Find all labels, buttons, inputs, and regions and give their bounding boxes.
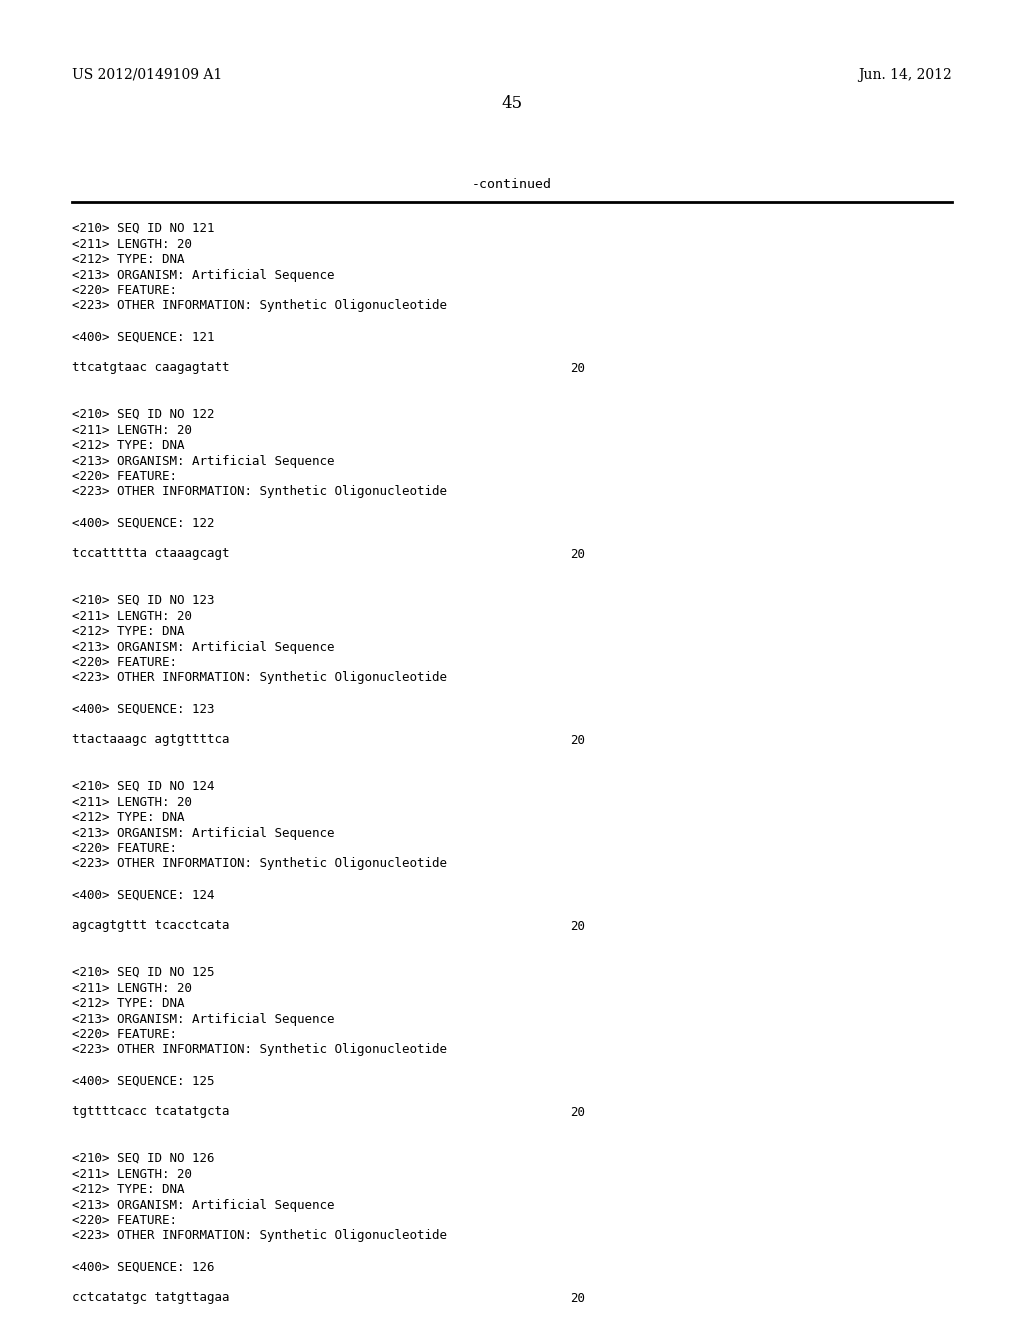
Text: Jun. 14, 2012: Jun. 14, 2012 [858, 69, 952, 82]
Text: 45: 45 [502, 95, 522, 112]
Text: ttcatgtaac caagagtatt: ttcatgtaac caagagtatt [72, 362, 229, 375]
Text: <220> FEATURE:: <220> FEATURE: [72, 842, 177, 855]
Text: 20: 20 [570, 734, 585, 747]
Text: <223> OTHER INFORMATION: Synthetic Oligonucleotide: <223> OTHER INFORMATION: Synthetic Oligo… [72, 300, 447, 313]
Text: <223> OTHER INFORMATION: Synthetic Oligonucleotide: <223> OTHER INFORMATION: Synthetic Oligo… [72, 672, 447, 685]
Text: <212> TYPE: DNA: <212> TYPE: DNA [72, 1183, 184, 1196]
Text: 20: 20 [570, 920, 585, 932]
Text: <210> SEQ ID NO 125: <210> SEQ ID NO 125 [72, 966, 214, 979]
Text: cctcatatgc tatgttagaa: cctcatatgc tatgttagaa [72, 1291, 229, 1304]
Text: <213> ORGANISM: Artificial Sequence: <213> ORGANISM: Artificial Sequence [72, 826, 335, 840]
Text: tccattttta ctaaagcagt: tccattttta ctaaagcagt [72, 548, 229, 561]
Text: <220> FEATURE:: <220> FEATURE: [72, 1028, 177, 1041]
Text: <213> ORGANISM: Artificial Sequence: <213> ORGANISM: Artificial Sequence [72, 268, 335, 281]
Text: <211> LENGTH: 20: <211> LENGTH: 20 [72, 982, 193, 994]
Text: <211> LENGTH: 20: <211> LENGTH: 20 [72, 610, 193, 623]
Text: <210> SEQ ID NO 121: <210> SEQ ID NO 121 [72, 222, 214, 235]
Text: <211> LENGTH: 20: <211> LENGTH: 20 [72, 238, 193, 251]
Text: <211> LENGTH: 20: <211> LENGTH: 20 [72, 1167, 193, 1180]
Text: <210> SEQ ID NO 123: <210> SEQ ID NO 123 [72, 594, 214, 607]
Text: US 2012/0149109 A1: US 2012/0149109 A1 [72, 69, 222, 82]
Text: <223> OTHER INFORMATION: Synthetic Oligonucleotide: <223> OTHER INFORMATION: Synthetic Oligo… [72, 858, 447, 870]
Text: <400> SEQUENCE: 123: <400> SEQUENCE: 123 [72, 702, 214, 715]
Text: 20: 20 [570, 1291, 585, 1304]
Text: <211> LENGTH: 20: <211> LENGTH: 20 [72, 424, 193, 437]
Text: <213> ORGANISM: Artificial Sequence: <213> ORGANISM: Artificial Sequence [72, 1012, 335, 1026]
Text: <223> OTHER INFORMATION: Synthetic Oligonucleotide: <223> OTHER INFORMATION: Synthetic Oligo… [72, 486, 447, 499]
Text: <400> SEQUENCE: 126: <400> SEQUENCE: 126 [72, 1261, 214, 1274]
Text: <400> SEQUENCE: 122: <400> SEQUENCE: 122 [72, 516, 214, 529]
Text: ttactaaagc agtgttttca: ttactaaagc agtgttttca [72, 734, 229, 747]
Text: <210> SEQ ID NO 122: <210> SEQ ID NO 122 [72, 408, 214, 421]
Text: <211> LENGTH: 20: <211> LENGTH: 20 [72, 796, 193, 808]
Text: <220> FEATURE:: <220> FEATURE: [72, 470, 177, 483]
Text: agcagtgttt tcacctcata: agcagtgttt tcacctcata [72, 920, 229, 932]
Text: 20: 20 [570, 1106, 585, 1118]
Text: <212> TYPE: DNA: <212> TYPE: DNA [72, 624, 184, 638]
Text: <400> SEQUENCE: 125: <400> SEQUENCE: 125 [72, 1074, 214, 1088]
Text: <210> SEQ ID NO 126: <210> SEQ ID NO 126 [72, 1152, 214, 1166]
Text: <220> FEATURE:: <220> FEATURE: [72, 1214, 177, 1228]
Text: <212> TYPE: DNA: <212> TYPE: DNA [72, 810, 184, 824]
Text: tgttttcacc tcatatgcta: tgttttcacc tcatatgcta [72, 1106, 229, 1118]
Text: 20: 20 [570, 548, 585, 561]
Text: <212> TYPE: DNA: <212> TYPE: DNA [72, 997, 184, 1010]
Text: -continued: -continued [472, 178, 552, 191]
Text: <220> FEATURE:: <220> FEATURE: [72, 656, 177, 669]
Text: <210> SEQ ID NO 124: <210> SEQ ID NO 124 [72, 780, 214, 793]
Text: <223> OTHER INFORMATION: Synthetic Oligonucleotide: <223> OTHER INFORMATION: Synthetic Oligo… [72, 1229, 447, 1242]
Text: <213> ORGANISM: Artificial Sequence: <213> ORGANISM: Artificial Sequence [72, 1199, 335, 1212]
Text: <223> OTHER INFORMATION: Synthetic Oligonucleotide: <223> OTHER INFORMATION: Synthetic Oligo… [72, 1044, 447, 1056]
Text: <220> FEATURE:: <220> FEATURE: [72, 284, 177, 297]
Text: <400> SEQUENCE: 124: <400> SEQUENCE: 124 [72, 888, 214, 902]
Text: <213> ORGANISM: Artificial Sequence: <213> ORGANISM: Artificial Sequence [72, 454, 335, 467]
Text: 20: 20 [570, 362, 585, 375]
Text: <212> TYPE: DNA: <212> TYPE: DNA [72, 253, 184, 267]
Text: <212> TYPE: DNA: <212> TYPE: DNA [72, 440, 184, 451]
Text: <213> ORGANISM: Artificial Sequence: <213> ORGANISM: Artificial Sequence [72, 640, 335, 653]
Text: <400> SEQUENCE: 121: <400> SEQUENCE: 121 [72, 330, 214, 343]
